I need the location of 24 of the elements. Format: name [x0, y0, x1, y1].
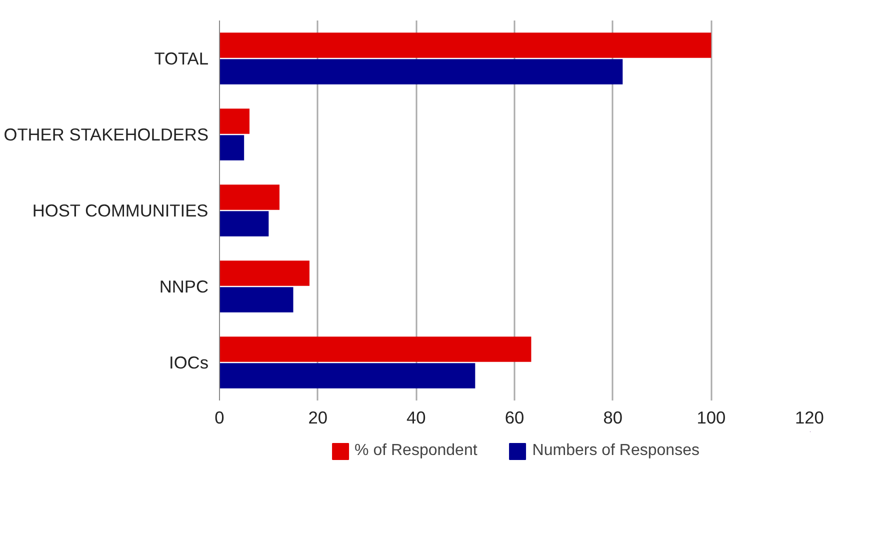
bar [220, 363, 476, 388]
bar [220, 260, 310, 286]
bar [220, 59, 623, 84]
bar [220, 135, 244, 160]
bar [220, 287, 294, 312]
legend-label: % of Respondent [354, 442, 478, 460]
x-tick-label: 80 [603, 408, 622, 428]
y-tick-label: NNPC [159, 276, 209, 296]
y-tick-label: OTHER STAKEHOLDERS [4, 124, 208, 144]
x-tick-label: 0 [214, 408, 224, 428]
bar [220, 108, 250, 134]
x-tick-label: 100 [696, 408, 726, 428]
bar [220, 184, 280, 210]
y-tick-label: HOST COMMUNITIES [32, 200, 208, 220]
bar [220, 32, 712, 58]
legend-label: Numbers of Responses [532, 442, 700, 460]
x-tick-label: 120 [795, 408, 824, 428]
y-tick-label: TOTAL [154, 48, 209, 68]
bar [220, 211, 269, 236]
bar [220, 336, 532, 362]
x-tick-label: 40 [406, 408, 426, 428]
x-tick-label: 20 [308, 408, 328, 428]
y-tick-label: IOCs [169, 352, 209, 372]
x-tick-label: 60 [504, 408, 524, 428]
